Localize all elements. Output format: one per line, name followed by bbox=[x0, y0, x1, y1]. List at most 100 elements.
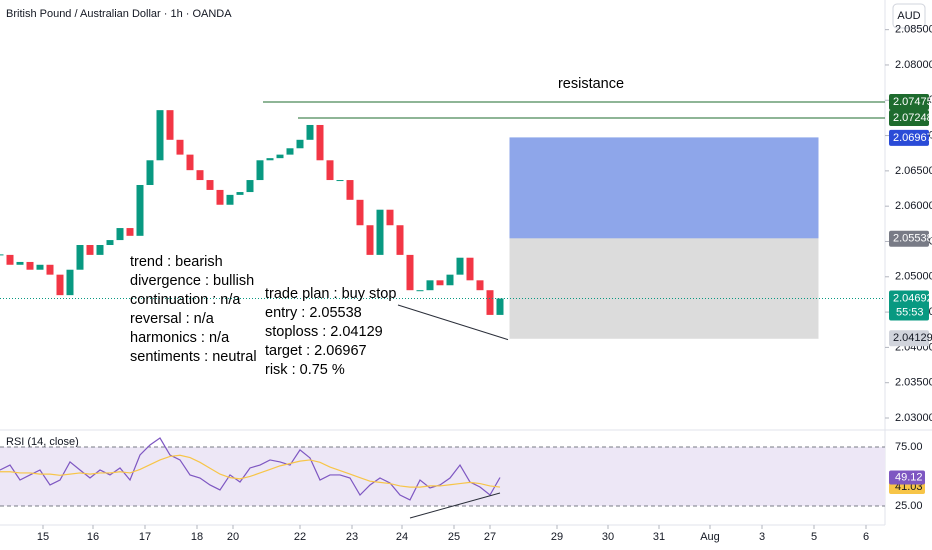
candle bbox=[286, 148, 294, 155]
candle bbox=[136, 184, 144, 236]
analysis-note: sentiments : neutral bbox=[130, 349, 257, 365]
y-tick-label: 2.08500 bbox=[895, 24, 932, 36]
candle bbox=[366, 225, 374, 255]
x-tick-label: 31 bbox=[653, 531, 665, 543]
candle bbox=[236, 192, 244, 195]
trade-plan-note: stoploss : 2.04129 bbox=[265, 324, 383, 340]
x-tick-label: 20 bbox=[227, 531, 239, 543]
candle bbox=[156, 110, 164, 161]
analysis-note: harmonics : n/a bbox=[130, 330, 230, 346]
x-tick-label: 16 bbox=[87, 531, 99, 543]
price-tag bbox=[889, 129, 929, 146]
candle bbox=[456, 257, 464, 275]
trade-plan-note: target : 2.06967 bbox=[265, 343, 367, 359]
candle bbox=[436, 280, 444, 286]
trade-zone bbox=[509, 238, 819, 339]
x-tick-label: 30 bbox=[602, 531, 614, 543]
candle bbox=[306, 124, 314, 140]
level-tag-label: 2.07248 bbox=[893, 112, 932, 124]
currency-label[interactable]: AUD bbox=[897, 10, 920, 22]
candle bbox=[86, 245, 94, 255]
price-tag bbox=[889, 330, 929, 347]
y-tick-label: 2.06500 bbox=[895, 165, 932, 177]
level-tag bbox=[889, 94, 929, 111]
analysis-note: reversal : n/a bbox=[130, 311, 215, 327]
candle bbox=[256, 160, 264, 181]
candle bbox=[36, 264, 44, 270]
candle bbox=[6, 254, 14, 265]
candle bbox=[186, 154, 194, 171]
y-tick-label: 2.06000 bbox=[895, 200, 932, 212]
candle bbox=[296, 139, 304, 149]
rsi-value-label: 49.12 bbox=[895, 471, 923, 483]
candle bbox=[166, 110, 174, 140]
candle bbox=[466, 257, 474, 281]
candle bbox=[386, 209, 394, 226]
x-tick-label: 5 bbox=[811, 531, 817, 543]
candle bbox=[216, 189, 224, 205]
candle bbox=[176, 139, 184, 155]
y-tick-label: 2.03500 bbox=[895, 377, 932, 389]
candle bbox=[246, 180, 254, 193]
last-price-tag bbox=[889, 290, 929, 321]
candle bbox=[146, 160, 154, 185]
candle bbox=[196, 170, 204, 181]
price-tag-label: 2.04129 bbox=[893, 332, 932, 344]
candle bbox=[326, 160, 334, 181]
rsi-trendline bbox=[409, 492, 501, 519]
level-tag bbox=[889, 110, 929, 127]
candle bbox=[126, 228, 134, 236]
x-tick-label: 6 bbox=[863, 531, 869, 543]
analysis-note: trend : bearish bbox=[130, 254, 223, 270]
x-tick-label: 22 bbox=[294, 531, 306, 543]
analysis-note: continuation : n/a bbox=[130, 292, 241, 308]
candle bbox=[16, 261, 24, 265]
candle bbox=[486, 290, 494, 315]
trade-plan-note: entry : 2.05538 bbox=[265, 305, 362, 321]
price-tag bbox=[889, 230, 929, 247]
chart-title: British Pound / Australian Dollar · 1h ·… bbox=[6, 8, 232, 20]
candle bbox=[276, 154, 284, 159]
candle bbox=[426, 280, 434, 291]
candle bbox=[356, 199, 364, 226]
x-tick-label: 23 bbox=[346, 531, 358, 543]
candle bbox=[376, 209, 384, 255]
x-tick-label: 27 bbox=[484, 531, 496, 543]
trendline bbox=[397, 304, 509, 341]
candle bbox=[336, 180, 344, 182]
candle bbox=[346, 180, 354, 200]
candle bbox=[26, 261, 34, 270]
trade-plan-note: risk : 0.75 % bbox=[265, 362, 345, 378]
countdown: 55:53 bbox=[896, 306, 924, 318]
candle bbox=[476, 280, 484, 291]
analysis-note: divergence : bullish bbox=[130, 273, 254, 289]
candle bbox=[96, 245, 104, 255]
trade-plan-note: trade plan : buy stop bbox=[265, 286, 396, 302]
candle bbox=[76, 245, 84, 270]
rsi-title: RSI (14, close) bbox=[6, 436, 79, 448]
x-tick-label: 18 bbox=[191, 531, 203, 543]
y-tick-label: 2.05000 bbox=[895, 271, 932, 283]
candle bbox=[496, 298, 504, 315]
candle bbox=[56, 274, 64, 296]
rsi-tick-label: 25.00 bbox=[895, 500, 923, 512]
candle bbox=[316, 124, 324, 161]
candle bbox=[446, 274, 454, 286]
x-tick-label: 25 bbox=[448, 531, 460, 543]
currency-button[interactable] bbox=[892, 3, 926, 29]
candle bbox=[396, 225, 404, 255]
rsi-band bbox=[0, 446, 885, 506]
candle bbox=[416, 290, 424, 292]
x-tick-label: 3 bbox=[759, 531, 765, 543]
x-tick-label: 15 bbox=[37, 531, 49, 543]
candle bbox=[266, 158, 274, 161]
candle bbox=[106, 240, 114, 246]
candle bbox=[206, 180, 214, 190]
rsi-value-tag bbox=[889, 470, 925, 485]
candle bbox=[406, 254, 414, 291]
price-tag-label: 2.05538 bbox=[893, 233, 932, 245]
x-tick-label: 29 bbox=[551, 531, 563, 543]
rsi-tick-label: 75.00 bbox=[895, 441, 923, 453]
price-tag-label: 2.06967 bbox=[893, 132, 932, 144]
trade-zone bbox=[509, 137, 819, 240]
